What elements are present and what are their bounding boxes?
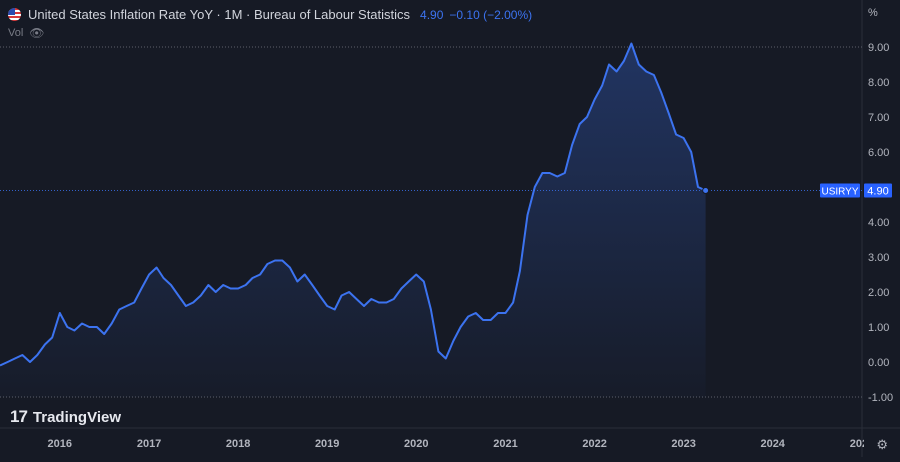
us-flag-icon bbox=[8, 8, 21, 21]
y-tick-label: 3.00 bbox=[868, 252, 889, 264]
x-tick-label: 2018 bbox=[226, 438, 250, 450]
x-tick-label: 2020 bbox=[404, 438, 428, 450]
eye-hidden-icon[interactable]: 👁︎ bbox=[29, 26, 45, 40]
y-tick-label: 6.00 bbox=[868, 147, 889, 159]
series-area bbox=[0, 43, 706, 397]
y-tick-label: -1.00 bbox=[868, 392, 893, 404]
price-label-bg bbox=[864, 183, 892, 198]
y-tick-label: 7.00 bbox=[868, 112, 889, 124]
logo-text: TradingView bbox=[32, 408, 122, 426]
logo-mark: 17 bbox=[10, 407, 28, 426]
x-tick-label: 2019 bbox=[315, 438, 339, 450]
last-value: 4.90 bbox=[420, 7, 444, 22]
gear-icon[interactable]: ⚙ bbox=[876, 437, 888, 452]
series-name-label: USIRYY bbox=[821, 187, 858, 198]
y-tick-label: 9.00 bbox=[868, 42, 889, 54]
last-value-dot bbox=[702, 187, 710, 194]
series-name-label-bg bbox=[820, 183, 860, 198]
y-tick-label: 8.00 bbox=[868, 77, 889, 89]
chart-legend: United States Inflation Rate YoY · 1M · … bbox=[8, 7, 532, 22]
x-tick-label: 2024 bbox=[760, 438, 785, 450]
chart-title[interactable]: United States Inflation Rate YoY · 1M · … bbox=[28, 7, 411, 22]
price-axis-corner bbox=[864, 432, 900, 457]
vol-label: Vol bbox=[8, 27, 24, 39]
y-axis-unit: % bbox=[868, 7, 878, 19]
x-tick-label: 2023 bbox=[671, 438, 695, 450]
series-line bbox=[0, 42, 707, 367]
x-tick-label: 2016 bbox=[48, 438, 72, 450]
change-value: −0.10 (−2.00%) bbox=[449, 7, 533, 22]
x-tick-label: 2021 bbox=[493, 438, 517, 450]
tradingview-logo: 17 TradingView bbox=[10, 407, 121, 427]
x-tick-label: 2017 bbox=[137, 438, 161, 450]
y-tick-label: 1.00 bbox=[868, 322, 889, 334]
price-label: 4.90 bbox=[867, 186, 888, 198]
x-tick-label: 2022 bbox=[582, 438, 606, 450]
y-tick-label: 0.00 bbox=[868, 357, 889, 369]
y-tick-label: 2.00 bbox=[868, 287, 889, 299]
y-tick-label: 4.00 bbox=[868, 217, 889, 229]
volume-indicator[interactable]: Vol 👁︎ bbox=[8, 26, 45, 40]
